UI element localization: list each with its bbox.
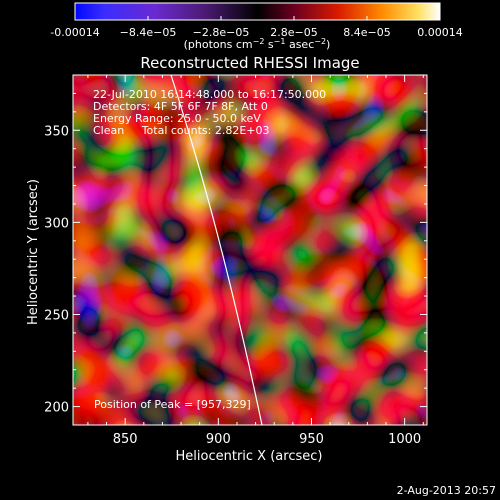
y-tick-label: 250: [44, 308, 69, 323]
x-axis-label: Heliocentric X (arcsec): [176, 449, 323, 464]
info-line-detectors: Detectors: 4F 5F 6F 7F 8F, Att 0: [93, 100, 268, 113]
rhessi-image: [73, 75, 427, 425]
y-axis: 200 250 300 350: [44, 74, 427, 426]
info-line-time: 22-Jul-2010 16:14:48.000 to 16:17:50.000: [93, 88, 326, 101]
x-tick-label: 850: [113, 432, 138, 447]
info-line-counts: Clean Total counts: 2.82E+03: [93, 124, 270, 137]
x-tick-label: 950: [299, 432, 324, 447]
image-title: Reconstructed RHESSI Image: [140, 54, 359, 72]
colorbar-tick-label: 8.4e−05: [343, 26, 390, 39]
colorbar-gradient: [75, 3, 440, 20]
x-tick-label: 900: [206, 432, 231, 447]
plot-frame: [72, 74, 428, 426]
y-tick-label: 200: [44, 401, 69, 416]
footer-date: 2-Aug-2013 20:57: [397, 484, 496, 497]
colorbar-units: (photons cm−2 s−1 asec−2): [184, 37, 331, 51]
colorbar-tick-label: 2.8e−05: [270, 26, 317, 39]
solar-limb-curve: [170, 75, 263, 425]
colorbar-tick-label: 0.00014: [417, 26, 463, 39]
info-block: 22-Jul-2010 16:14:48.000 to 16:17:50.000…: [93, 88, 326, 137]
colorbar-frame: [74, 2, 441, 21]
y-tick-label: 300: [44, 216, 69, 231]
colorbar-tick-label: -0.00014: [50, 26, 99, 39]
colorbar-ticks: -0.00014 −8.4e−05 −2.8e−05 2.8e−05 8.4e−05 0.…: [50, 16, 463, 39]
colorbar-tick-label: −2.8e−05: [193, 26, 250, 39]
peak-position-text: Position of Peak = [957,329]: [94, 398, 251, 411]
x-axis: 850 900 950 1000: [87, 75, 424, 447]
colorbar: -0.00014 −8.4e−05 −2.8e−05 2.8e−05 8.4e−05 0.…: [50, 2, 463, 51]
y-tick-label: 350: [44, 124, 69, 139]
image-map: [73, 75, 427, 425]
x-tick-label: 1000: [388, 432, 421, 447]
info-line-energy: Energy Range: 25.0 - 50.0 keV: [93, 112, 261, 125]
y-axis-label: Heliocentric Y (arcsec): [26, 179, 41, 325]
colorbar-tick-label: −8.4e−05: [120, 26, 177, 39]
